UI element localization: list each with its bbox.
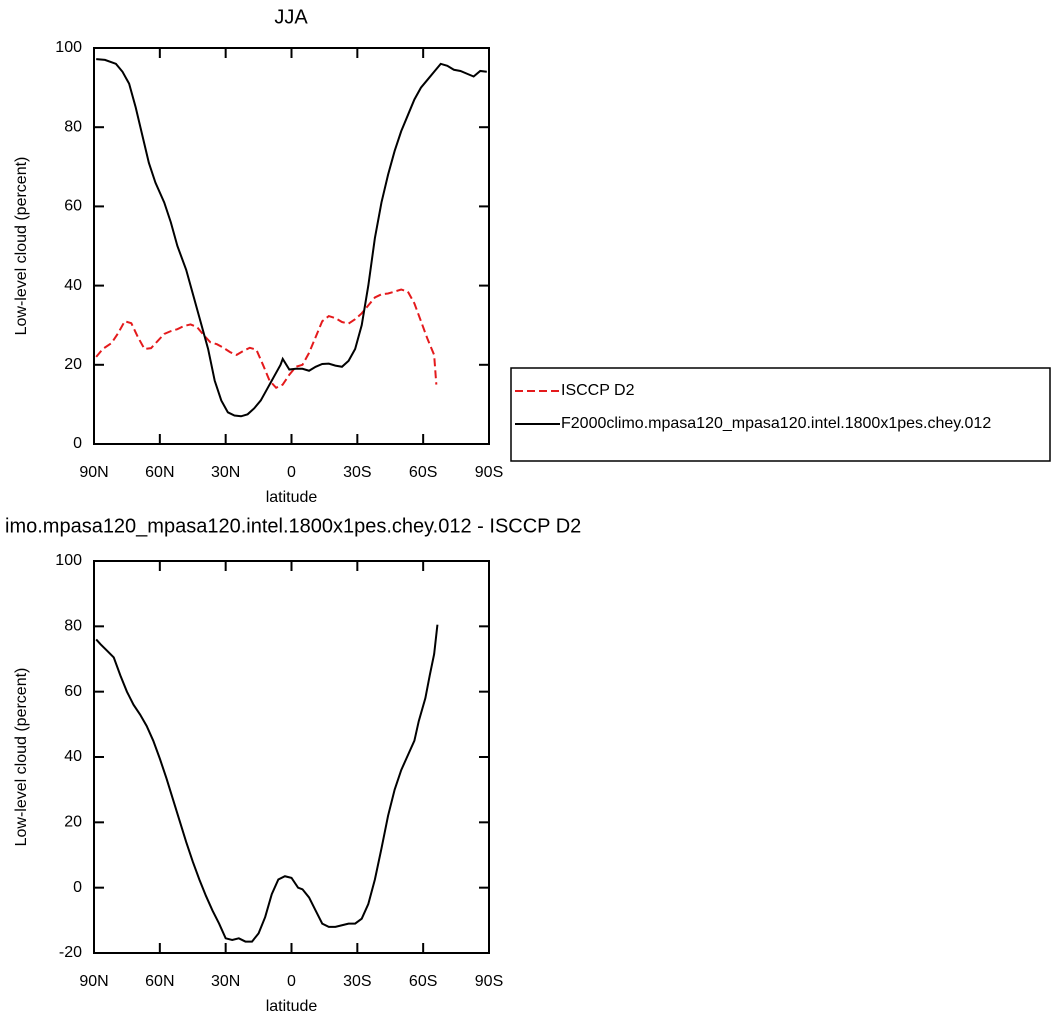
x-tick-label: 30S <box>343 464 371 481</box>
y-tick-label: 0 <box>73 879 82 896</box>
chart-title: JJA <box>274 6 308 28</box>
legend-box <box>510 367 1051 462</box>
y-tick-label: 20 <box>64 814 82 831</box>
data-line <box>95 624 439 943</box>
x-tick-label: 90S <box>475 464 503 481</box>
legend-label: ISCCP D2 <box>561 382 635 399</box>
chart-title: imo.mpasa120_mpasa120.intel.1800x1pes.ch… <box>5 515 581 537</box>
y-tick-label: 20 <box>64 356 82 373</box>
x-tick-label: 30S <box>343 973 371 990</box>
y-tick-label: 80 <box>64 118 82 135</box>
x-axis-label: latitude <box>266 489 318 506</box>
x-tick-label: 60N <box>145 464 174 481</box>
plot-frame <box>93 47 490 445</box>
x-tick-label: 90S <box>475 973 503 990</box>
data-line <box>95 288 438 389</box>
plot-frame <box>93 560 490 954</box>
y-tick-label: -20 <box>59 944 82 961</box>
y-tick-label: 100 <box>55 552 82 569</box>
y-axis-label: Low-level cloud (percent) <box>13 157 30 336</box>
x-tick-label: 0 <box>287 973 296 990</box>
y-tick-label: 60 <box>64 683 82 700</box>
x-tick-label: 30N <box>211 973 240 990</box>
data-line <box>96 58 487 418</box>
x-tick-label: 90N <box>79 464 108 481</box>
y-tick-label: 100 <box>55 39 82 56</box>
x-tick-label: 60S <box>409 464 437 481</box>
y-axis-label: Low-level cloud (percent) <box>13 668 30 847</box>
x-tick-label: 60N <box>145 973 174 990</box>
y-tick-label: 0 <box>73 435 82 452</box>
x-tick-label: 60S <box>409 973 437 990</box>
x-axis-label: latitude <box>266 998 318 1015</box>
x-tick-label: 0 <box>287 464 296 481</box>
x-tick-label: 90N <box>79 973 108 990</box>
y-tick-label: 60 <box>64 198 82 215</box>
legend-label: F2000climo.mpasa120_mpasa120.intel.1800x… <box>561 415 991 432</box>
y-tick-label: 40 <box>64 748 82 765</box>
y-tick-label: 40 <box>64 277 82 294</box>
y-tick-label: 80 <box>64 618 82 635</box>
x-tick-label: 30N <box>211 464 240 481</box>
